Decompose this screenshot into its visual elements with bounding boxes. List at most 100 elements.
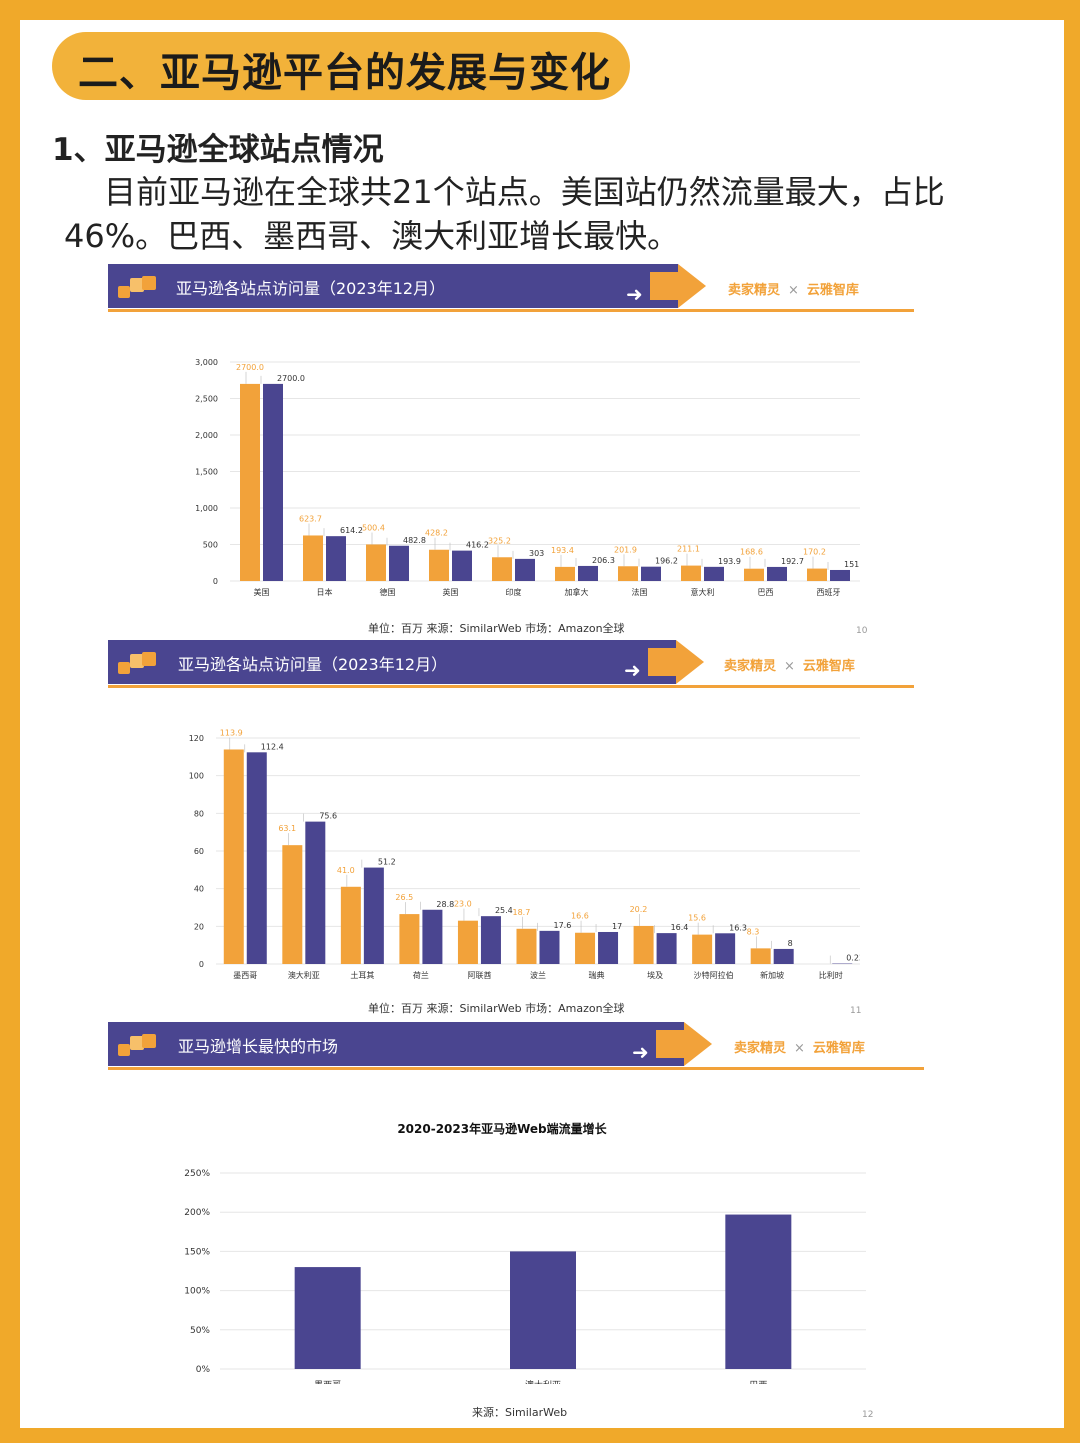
panel1-footer: 单位：百万 来源：SimilarWeb 市场：Amazon全球 xyxy=(368,622,625,635)
x-tick-label: 阿联酋 xyxy=(467,970,491,980)
data-label: 20.2 xyxy=(630,905,648,914)
bar xyxy=(240,383,260,581)
bar xyxy=(303,535,323,581)
bar xyxy=(750,948,771,964)
y-tick-label: 150% xyxy=(184,1247,210,1257)
data-label: 17.6 xyxy=(554,921,572,930)
x-tick-label: 意大利 xyxy=(691,587,715,597)
data-label: 303 xyxy=(529,549,544,558)
y-tick-label: 1,500 xyxy=(195,468,218,477)
slide-card: 二、亚马逊平台的发展与变化 1、亚马逊全球站点情况 目前亚马逊在全球共21个站点… xyxy=(20,20,1064,1428)
bar xyxy=(807,568,827,581)
data-label: 325.2 xyxy=(488,536,511,545)
right-arrow-icon: ➜ xyxy=(626,282,643,306)
bar xyxy=(326,536,346,581)
bar xyxy=(598,931,619,964)
y-tick-label: 0% xyxy=(196,1365,211,1375)
data-label: 28.8 xyxy=(436,900,454,909)
bar xyxy=(715,933,736,964)
x-tick-label: 法国 xyxy=(632,587,648,597)
chart-title: 2020-2023年亚马逊Web端流量增长 xyxy=(397,1121,607,1136)
data-label: 26.5 xyxy=(395,893,413,902)
bar xyxy=(692,934,713,964)
data-label: 0.23 xyxy=(846,954,860,963)
data-label: 2700.0 xyxy=(277,374,305,383)
data-label: 151 xyxy=(844,560,859,569)
data-label: 193.4 xyxy=(551,546,574,555)
x-tick-label: 美国 xyxy=(254,587,270,597)
bar xyxy=(516,928,537,964)
chart-3: 2020-2023年亚马逊Web端流量增长 0% 50% 100% 150% 200% 25… xyxy=(184,1121,866,1384)
y-tick-label: 3,000 xyxy=(195,358,218,367)
page-number: 11 xyxy=(850,1006,862,1016)
bar xyxy=(539,930,560,964)
data-label: 196.2 xyxy=(655,557,678,566)
x-tick-label: 墨西哥 xyxy=(233,971,257,980)
bar xyxy=(246,752,267,964)
bar xyxy=(656,933,677,964)
logo-right: 云雅智库 xyxy=(806,283,859,298)
x-tick-label: 印度 xyxy=(506,587,522,597)
y-tick-label: 200% xyxy=(184,1208,210,1218)
data-label: 63.1 xyxy=(278,824,296,833)
y-tick-label: 0 xyxy=(199,960,204,969)
data-label: 16.4 xyxy=(671,923,689,932)
bar xyxy=(366,544,386,581)
page-number: 10 xyxy=(856,626,868,636)
data-label: 2700.0 xyxy=(236,363,264,372)
x-tick-label: 埃及 xyxy=(647,970,663,980)
x-tick-label: 荷兰 xyxy=(413,970,429,980)
bar xyxy=(340,886,361,964)
x-tick-label: 日本 xyxy=(317,587,333,597)
x-tick-label: 波兰 xyxy=(530,970,546,980)
logo-right: 云雅智库 xyxy=(802,659,855,674)
bar xyxy=(223,749,244,964)
x-tick-label: 土耳其 xyxy=(350,970,374,980)
data-label: 8.3 xyxy=(747,927,760,936)
data-label: 75.6 xyxy=(319,812,337,821)
bar xyxy=(578,565,598,581)
intro-paragraph: 目前亚马逊在全球共21个站点。美国站仍然流量最大，占比46%。巴西、墨西哥、澳大… xyxy=(64,173,945,255)
data-label: 25.4 xyxy=(495,906,513,915)
bar xyxy=(830,569,850,581)
chart-2: 0 20 40 60 80 100 120 113.9 112.4 墨西哥 63.1 75.6 澳大利亚… xyxy=(189,728,860,980)
banner-bar xyxy=(108,1022,684,1066)
data-label: 51.2 xyxy=(378,858,396,867)
x-tick-label: 西班牙 xyxy=(817,587,841,597)
data-label: 201.9 xyxy=(614,545,637,554)
brand-logos: 卖家精灵 × 云雅智库 xyxy=(734,1041,865,1056)
data-label: 416.2 xyxy=(466,541,489,550)
data-label: 18.7 xyxy=(513,908,531,917)
data-label: 192.7 xyxy=(781,557,804,566)
bar xyxy=(452,550,472,581)
x-tick-label: 比利时 xyxy=(819,970,843,980)
logo-left: 卖家精灵 xyxy=(724,659,777,674)
bar xyxy=(767,566,787,581)
data-label: 193.9 xyxy=(718,557,741,566)
data-label: 211.1 xyxy=(677,545,700,554)
bar xyxy=(510,1251,576,1369)
y-tick-label: 50% xyxy=(190,1326,210,1336)
bar xyxy=(681,565,701,581)
x-tick-label: 瑞典 xyxy=(589,970,605,980)
y-tick-label: 100 xyxy=(189,772,204,781)
cubes-icon xyxy=(118,276,156,298)
y-tick-label: 80 xyxy=(194,809,204,818)
data-label: 16.3 xyxy=(729,923,747,932)
data-label: 15.6 xyxy=(688,914,706,923)
x-tick-label: 澳大利亚 xyxy=(288,970,320,980)
x-tick-label: 加拿大 xyxy=(565,587,589,597)
data-label: 112.4 xyxy=(261,742,284,751)
banner-arrow-icon xyxy=(678,264,706,308)
bar xyxy=(704,566,724,581)
y-tick-label: 1,000 xyxy=(195,504,218,513)
data-label: 623.7 xyxy=(299,514,322,523)
legend-label: 2023年12月 xyxy=(555,611,602,612)
bar xyxy=(575,932,596,964)
brand-logos: 卖家精灵 × 云雅智库 xyxy=(728,283,859,298)
x-tick-label: 新加坡 xyxy=(760,970,784,980)
y-tick-label: 20 xyxy=(194,922,204,931)
bar xyxy=(492,557,512,581)
x-tick-label: 巴西 xyxy=(749,1380,767,1384)
bar xyxy=(429,549,449,581)
